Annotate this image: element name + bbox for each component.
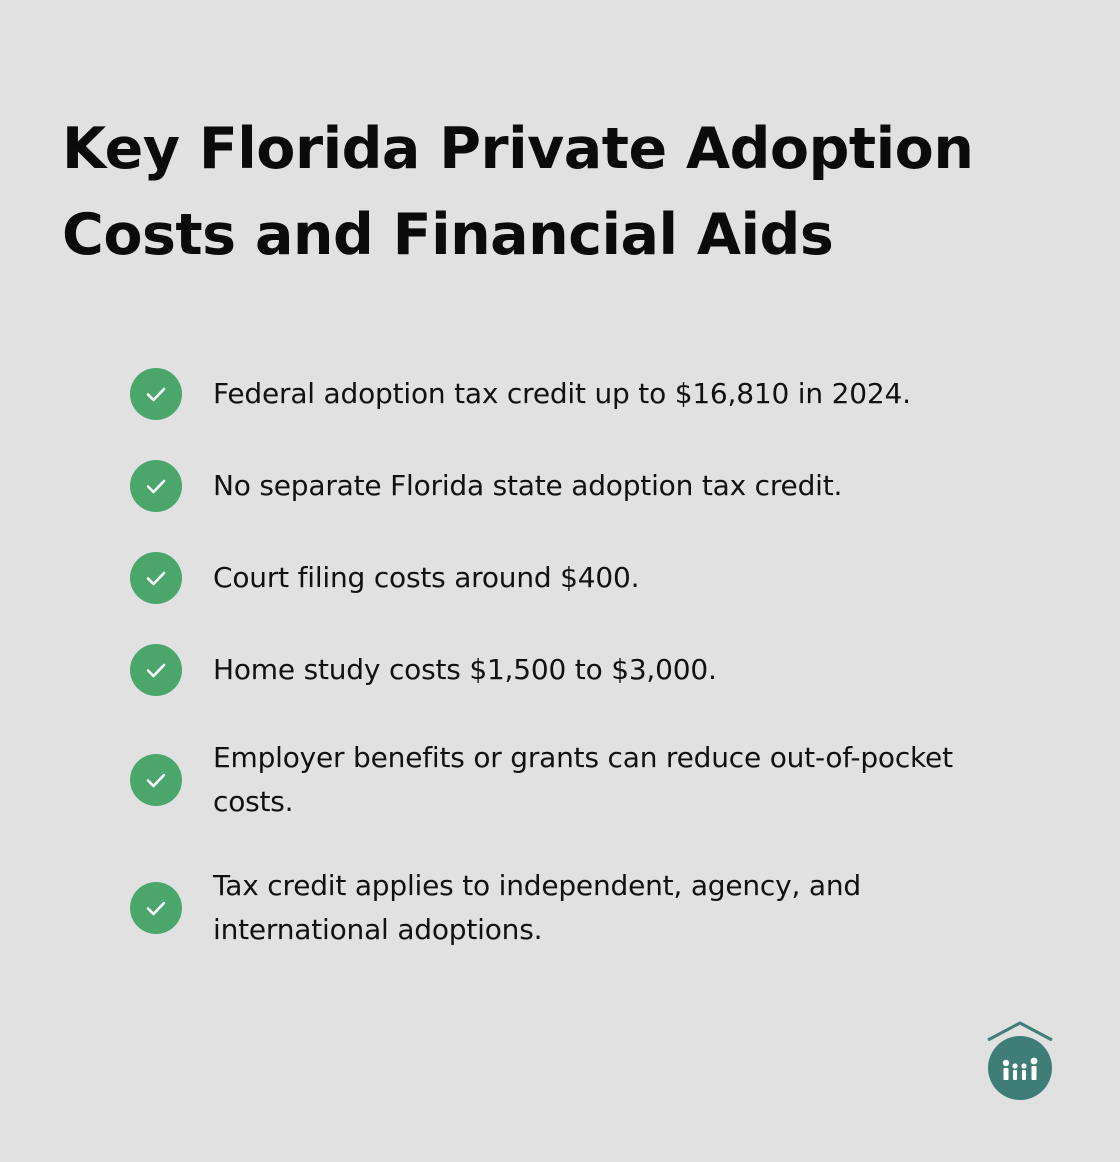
list-item: Court filing costs around $400. <box>130 552 1030 604</box>
list-item-text: Federal adoption tax credit up to $16,81… <box>213 377 911 410</box>
check-icon <box>130 552 182 604</box>
list-item: Federal adoption tax credit up to $16,81… <box>130 368 1030 420</box>
check-icon <box>130 460 182 512</box>
check-icon <box>130 882 182 934</box>
list-item: Home study costs $1,500 to $3,000. <box>130 644 1030 696</box>
check-icon <box>130 754 182 806</box>
list-item-text: Court filing costs around $400. <box>213 561 640 594</box>
check-icon <box>130 368 182 420</box>
list-item-text: Employer benefits or grants can reduce o… <box>213 741 953 818</box>
list-item: Tax credit applies to independent, agenc… <box>130 864 1030 954</box>
page-title: Key Florida Private Adoption Costs and F… <box>62 116 974 268</box>
list-item-text: No separate Florida state adoption tax c… <box>213 469 843 502</box>
list-item: Employer benefits or grants can reduce o… <box>130 736 1030 826</box>
check-icon <box>130 644 182 696</box>
family-home-logo-icon <box>984 1020 1056 1104</box>
list-item-text: Tax credit applies to independent, agenc… <box>213 869 861 946</box>
list-item: No separate Florida state adoption tax c… <box>130 460 1030 512</box>
list-item-text: Home study costs $1,500 to $3,000. <box>213 653 717 686</box>
